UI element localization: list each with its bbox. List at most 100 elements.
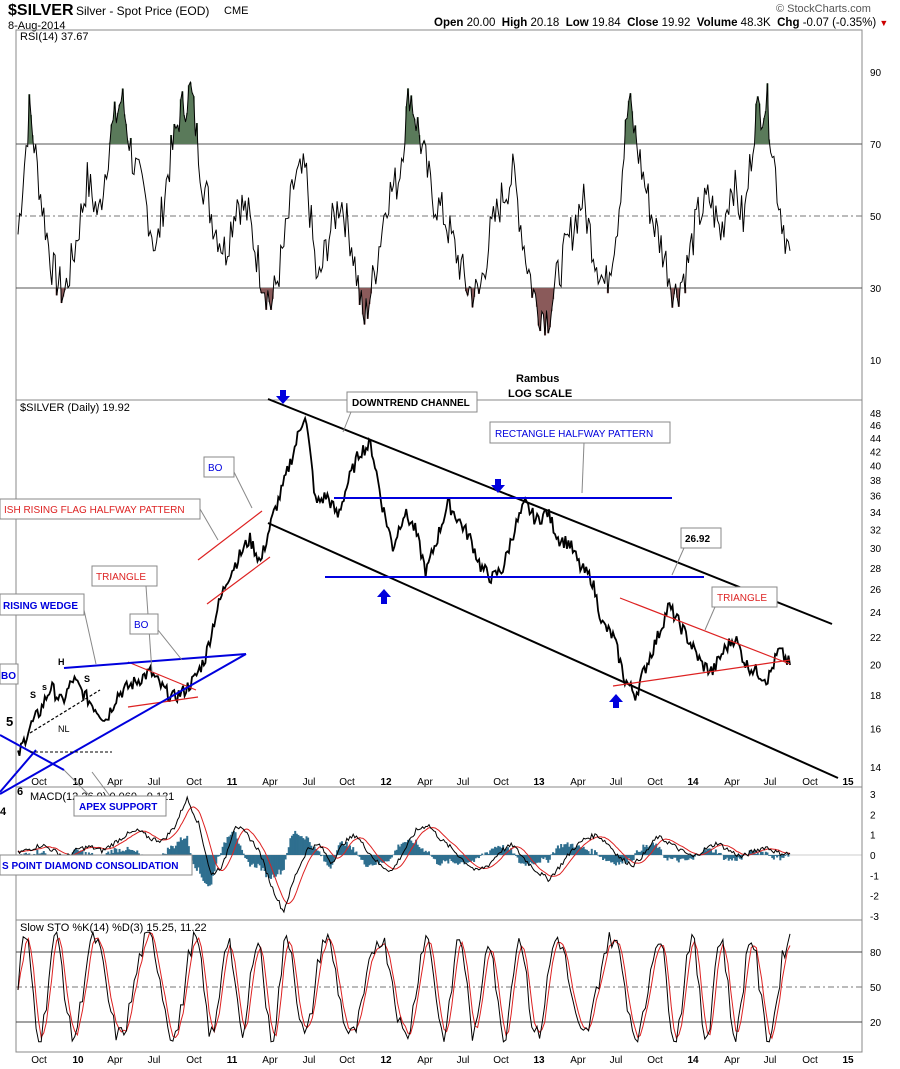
x-tick-label: Apr — [724, 1055, 740, 1066]
x-tick-label: Jul — [457, 1055, 470, 1066]
close-label: Close — [627, 17, 659, 29]
y-tick-label: 28 — [870, 564, 882, 575]
x-axis-ticks: Oct 10 Apr Jul Oct 11 Apr Jul Oct 12 Apr Jul Oct 13 Ap… — [31, 777, 854, 1066]
rsi-title: RSI(14) 37.67 — [20, 31, 88, 43]
y-tick-label: 26 — [870, 585, 882, 596]
price-26-callout: 26.92 — [671, 527, 722, 576]
y-tick-label: 10 — [870, 356, 882, 367]
x-tick-label: Oct — [647, 777, 663, 788]
y-tick-label: 48 — [870, 409, 882, 420]
y-tick-label: 14 — [870, 763, 882, 774]
x-tick-label: 11 — [227, 1055, 238, 1066]
volume-value: 48.3K — [740, 17, 771, 29]
y-tick-label: 50 — [870, 212, 882, 223]
x-tick-label: Jul — [303, 777, 316, 788]
x-tick-label: Oct — [802, 1055, 818, 1066]
y-tick-label: 24 — [870, 608, 882, 619]
x-tick-label: Jul — [610, 777, 623, 788]
x-tick-label: Apr — [417, 1055, 433, 1066]
x-tick-label: 14 — [687, 1055, 699, 1066]
x-tick-label: 12 — [380, 777, 392, 788]
y-tick-label: 20 — [870, 661, 882, 672]
y-tick-label: 30 — [870, 544, 882, 555]
diamond-label: S POINT DIAMOND CONSOLIDATION — [2, 861, 178, 872]
y-tick-label: -2 — [870, 892, 879, 903]
chg-label: Chg — [777, 17, 800, 29]
low-label: Low — [565, 17, 589, 29]
x-tick-label: 15 — [842, 1055, 854, 1066]
apex-support-label: APEX SUPPORT — [79, 802, 157, 813]
x-tick-label: 12 — [380, 1055, 392, 1066]
x-tick-label: Jul — [148, 777, 161, 788]
x-tick-label: Apr — [262, 777, 278, 788]
y-tick-label: 40 — [870, 461, 882, 472]
price-26-label: 26.92 — [685, 534, 710, 545]
high-label: High — [501, 17, 528, 29]
y-tick-label: 34 — [870, 508, 882, 519]
x-tick-label: Apr — [417, 777, 433, 788]
y-tick-label: 38 — [870, 476, 882, 487]
x-tick-label: Oct — [493, 1055, 509, 1066]
rectangle-callout: RECTANGLE HALFWAY PATTERN — [489, 421, 671, 494]
arrow-up-icon-1 — [377, 589, 391, 604]
x-tick-label: 15 — [842, 777, 854, 788]
x-tick-label: Jul — [457, 777, 470, 788]
sto-k-line — [17, 930, 791, 1043]
hs-shoulder-label-3: S — [84, 674, 90, 684]
x-tick-label: Apr — [570, 777, 586, 788]
hs-head-label: H — [58, 657, 65, 667]
bo-callout-1: BO — [203, 456, 253, 509]
y-tick-label: 20 — [870, 1018, 882, 1029]
y-tick-label: 2 — [870, 810, 876, 821]
x-tick-label: Oct — [493, 777, 509, 788]
chart-date: 8-Aug-2014 — [8, 20, 66, 32]
chart-symbol: $SILVER — [8, 2, 74, 19]
diamond-line-2 — [0, 749, 37, 793]
y-tick-label: 70 — [870, 140, 882, 151]
wedge-upper-line — [63, 653, 247, 669]
low-value: 19.84 — [591, 17, 621, 29]
y-tick-label: 50 — [870, 983, 882, 994]
hs-shoulder-label-1: S — [30, 690, 36, 700]
close-value: 19.92 — [661, 17, 691, 29]
x-tick-label: 10 — [72, 1055, 84, 1066]
y-tick-label: 30 — [870, 284, 882, 295]
x-tick-label: Jul — [148, 1055, 161, 1066]
y-tick-label: 1 — [870, 831, 876, 842]
x-tick-label: Oct — [31, 1055, 47, 1066]
x-tick-label: 11 — [227, 777, 238, 788]
flag-upper-line — [197, 510, 263, 561]
rising-flag-label: ISH RISING FLAG HALFWAY PATTERN — [4, 505, 185, 516]
downtrend-channel-callout: DOWNTREND CHANNEL — [342, 391, 478, 433]
x-tick-label: Oct — [31, 777, 47, 788]
sto-panel: 20 50 80 — [16, 930, 882, 1043]
sto-panel-frame — [15, 919, 863, 1053]
x-tick-label: Jul — [764, 1055, 777, 1066]
triangle-right-lower — [612, 659, 791, 687]
x-tick-label: 13 — [533, 1055, 545, 1066]
y-tick-label: 32 — [870, 525, 882, 536]
y-tick-label: 0 — [870, 851, 876, 862]
x-tick-label: Oct — [647, 1055, 663, 1066]
author-label: Rambus — [516, 373, 559, 385]
bo-label-2: BO — [134, 620, 149, 631]
triangle-right-upper — [619, 597, 791, 665]
rising-wedge-callout: RISING WEDGE — [0, 593, 97, 665]
x-tick-label: Jul — [764, 777, 777, 788]
x-tick-label: Apr — [724, 777, 740, 788]
chart-description: Silver - Spot Price (EOD) — [76, 4, 210, 18]
down-arrow-icon: ▼ — [879, 18, 889, 28]
y-tick-label: 80 — [870, 948, 882, 959]
x-tick-label: Apr — [570, 1055, 586, 1066]
open-value: 20.00 — [466, 17, 496, 29]
y-tick-label: 16 — [870, 725, 882, 736]
y-tick-label: -3 — [870, 912, 879, 923]
rising-wedge-label: RISING WEDGE — [3, 601, 78, 612]
rsi-line — [17, 80, 791, 336]
y-tick-label: 90 — [870, 68, 882, 79]
x-tick-label: Jul — [303, 1055, 316, 1066]
x-tick-label: Jul — [610, 1055, 623, 1066]
bo-label-3: BO — [1, 671, 16, 682]
wedge-lower-line — [0, 653, 247, 795]
